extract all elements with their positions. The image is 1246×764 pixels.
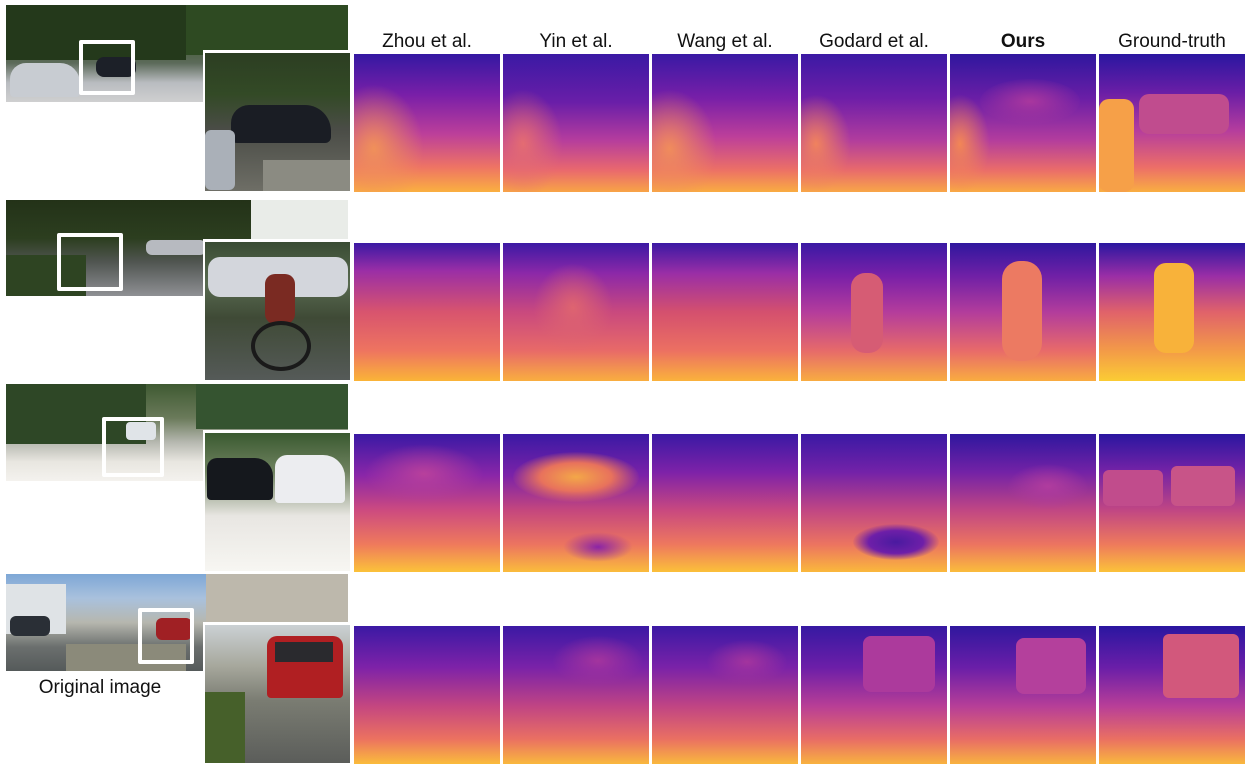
depth-wang-row-2: [652, 243, 798, 381]
depth-godard-row-4: [801, 626, 947, 764]
zoom-box-row-3: [102, 417, 164, 477]
depth-yin-row-3: [503, 434, 649, 572]
column-header-ours: Ours: [1000, 31, 1046, 52]
zoomed-crop-row-3: [203, 430, 351, 572]
column-header-wang: Wang et al.: [677, 31, 773, 52]
depth-ground-truth-row-2: [1099, 243, 1245, 381]
depth-godard-row-2: [801, 243, 947, 381]
depth-zhou-row-1: [354, 54, 500, 192]
zoomed-crop-row-1: [203, 50, 351, 192]
depth-godard-row-1: [801, 54, 947, 192]
zoomed-crop-row-4: [203, 622, 351, 764]
depth-yin-row-4: [503, 626, 649, 764]
depth-ours-row-3: [950, 434, 1096, 572]
column-header-ground-truth: Ground-truth: [1118, 31, 1226, 52]
depth-zhou-row-4: [354, 626, 500, 764]
depth-zhou-row-2: [354, 243, 500, 381]
depth-zhou-row-3: [354, 434, 500, 572]
depth-ground-truth-row-4: [1099, 626, 1245, 764]
zoom-box-row-2: [57, 233, 123, 291]
column-header-yin: Yin et al.: [539, 31, 613, 52]
zoom-box-row-4: [138, 608, 194, 664]
depth-ground-truth-row-1: [1099, 54, 1245, 192]
depth-ours-row-2: [950, 243, 1096, 381]
depth-ours-row-1: [950, 54, 1096, 192]
column-header-godard: Godard et al.: [819, 31, 929, 52]
depth-wang-row-3: [652, 434, 798, 572]
column-header-zhou: Zhou et al.: [382, 31, 472, 52]
depth-godard-row-3: [801, 434, 947, 572]
depth-yin-row-2: [503, 243, 649, 381]
depth-yin-row-1: [503, 54, 649, 192]
original-image-label: Original image: [38, 677, 162, 698]
zoom-box-row-1: [79, 40, 135, 95]
depth-ours-row-4: [950, 626, 1096, 764]
depth-ground-truth-row-3: [1099, 434, 1245, 572]
depth-wang-row-4: [652, 626, 798, 764]
zoomed-crop-row-2: [203, 239, 351, 381]
depth-wang-row-1: [652, 54, 798, 192]
